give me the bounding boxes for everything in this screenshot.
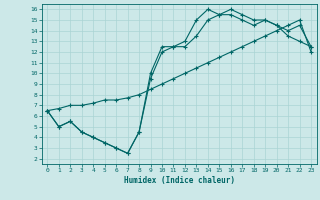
X-axis label: Humidex (Indice chaleur): Humidex (Indice chaleur) [124,176,235,185]
